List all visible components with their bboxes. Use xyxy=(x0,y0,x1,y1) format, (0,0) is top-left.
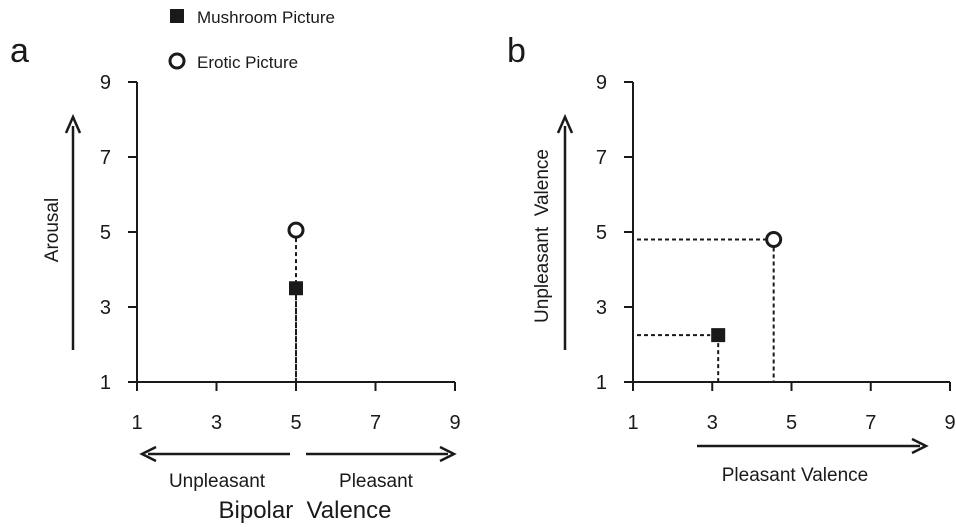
panel-b-guides xyxy=(637,238,775,382)
panel-a-y-tick-label: 9 xyxy=(100,72,111,94)
panel-a: a 1 3 5 7 9 1 3 5 7 9 Arousal Unpleasant Pleasant… xyxy=(10,32,461,524)
panel-b-y-arrowhead xyxy=(556,113,574,134)
panel-b-mushroom-point xyxy=(711,328,726,343)
panel-b-x-label: Pleasant Valence xyxy=(722,465,868,486)
legend: Mushroom Picture Erotic Picture xyxy=(168,8,335,72)
panel-a-left-arrowhead xyxy=(139,445,157,463)
panel-a-points xyxy=(287,221,305,296)
panel-b-x-tick-label: 9 xyxy=(944,412,955,434)
panel-b-y-tick-label: 5 xyxy=(596,222,607,244)
panel-b-y-tick-label: 3 xyxy=(596,297,607,319)
panel-b-x-tick-label: 1 xyxy=(627,412,638,434)
panel-a-mushroom-point xyxy=(289,281,303,296)
panel-a-y-tick-label: 5 xyxy=(100,222,111,244)
panel-b: b 1 3 5 7 9 1 3 5 7 9 Unpleasant Valence Pleasant… xyxy=(507,32,956,486)
panel-a-ticks: 1 3 5 7 9 1 3 5 7 9 xyxy=(100,72,461,434)
panel-a-unpleasant-label: Unpleasant xyxy=(169,471,266,492)
panel-b-y-label: Unpleasant Valence xyxy=(532,149,553,323)
panel-b-y-tick-label: 1 xyxy=(596,372,607,394)
panel-a-y-arrowhead xyxy=(64,113,82,134)
panel-b-y-tick-label: 7 xyxy=(596,147,607,169)
panel-a-x-tick-label: 1 xyxy=(131,412,142,434)
legend-mushroom-square-marker xyxy=(170,9,184,23)
legend-mushroom-label: Mushroom Picture xyxy=(197,8,335,27)
panel-a-x-tick-label: 3 xyxy=(211,412,222,434)
panel-b-points xyxy=(711,231,783,343)
panel-a-y-tick-label: 7 xyxy=(100,147,111,169)
panel-a-x-tick-label: 5 xyxy=(290,412,301,434)
panel-b-x-tick-label: 5 xyxy=(786,412,797,434)
panel-b-x-arrowhead xyxy=(911,437,929,455)
panel-a-erotic-point xyxy=(287,221,305,239)
panel-a-x-label: Bipolar Valence xyxy=(219,497,392,524)
panel-a-y-tick-label: 1 xyxy=(100,372,111,394)
panel-b-x-tick-label: 7 xyxy=(865,412,876,434)
panel-a-x-tick-label: 7 xyxy=(370,412,381,434)
panel-b-x-tick-label: 3 xyxy=(707,412,718,434)
legend-erotic-circle-marker xyxy=(168,52,186,70)
panel-a-y-tick-label: 3 xyxy=(100,297,111,319)
panel-a-right-arrowhead xyxy=(439,445,457,463)
panel-b-letter: b xyxy=(507,32,526,70)
panel-b-ticks: 1 3 5 7 9 1 3 5 7 9 xyxy=(596,72,956,434)
panel-a-x-tick-label: 9 xyxy=(449,412,460,434)
panel-b-erotic-point xyxy=(765,231,783,248)
panel-b-y-tick-label: 9 xyxy=(596,72,607,94)
panel-a-y-label: Arousal xyxy=(42,198,63,262)
panel-a-letter: a xyxy=(10,32,29,70)
legend-erotic-label: Erotic Picture xyxy=(197,53,298,72)
panel-a-pleasant-label: Pleasant xyxy=(339,471,414,492)
